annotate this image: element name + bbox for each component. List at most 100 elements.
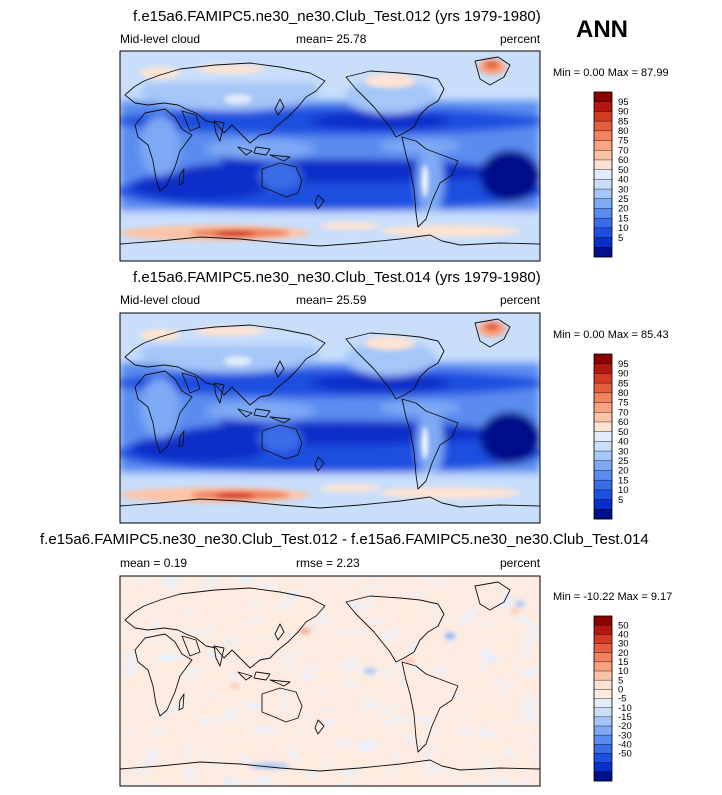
colorbar-box [594,383,612,394]
colorbar-label: 0 [618,685,623,696]
colorbar-label: 85 [618,116,629,127]
colorbar-label: 95 [618,359,629,370]
colorbar-label: 10 [618,223,629,234]
colorbar-box [594,716,612,727]
colorbar-box [594,198,612,209]
colorbar-box [594,218,612,229]
panel1-variable-label: Mid-level cloud [120,32,201,46]
colorbar-box [594,208,612,219]
panel2-map [119,312,541,524]
colorbar-label: 70 [618,145,629,156]
colorbar-box [594,643,612,653]
colorbar-box [594,634,612,644]
colorbar-box [594,130,612,141]
colorbar-box [594,237,612,248]
colorbar-box [594,179,612,190]
colorbar-box [594,159,612,170]
colorbar-box [594,121,612,132]
colorbar-box [594,735,612,745]
colorbar-label: 95 [618,97,629,108]
colorbar-box [594,111,612,122]
colorbar-label: 5 [618,495,623,506]
colorbar-box [594,412,612,423]
colorbar-label: 60 [618,155,629,166]
colorbar-label: 15 [618,657,629,668]
colorbar-label: 25 [618,194,629,205]
colorbar-box [594,451,612,462]
colorbar-box [594,402,612,413]
panel1-mean-label: mean= 25.78 [296,32,367,46]
colorbar-frame [593,91,613,258]
colorbar-box [594,689,612,699]
colorbar-label: -40 [618,740,632,751]
colorbar-box [594,698,612,708]
colorbar-label: -50 [618,749,632,760]
colorbar-box [594,227,612,238]
colorbar-box [594,489,612,500]
colorbar-box [594,680,612,690]
panel2-mean-label: mean= 25.59 [296,293,367,307]
colorbar-box [594,616,612,626]
colorbar-label: 40 [618,175,629,186]
panel2-variable-label: Mid-level cloud [120,293,201,307]
colorbar-label: 90 [618,107,629,118]
colorbar-box [594,441,612,452]
colorbar-label: 90 [618,369,629,380]
colorbar-box [594,771,612,782]
colorbar-label: 80 [618,388,629,399]
season-label: ANN [576,16,628,43]
colorbar-label: 30 [618,639,629,650]
panel3-units-label: percent [500,556,541,570]
colorbar-box [594,480,612,491]
colorbar-box [594,762,612,773]
panel3-title: f.e15a6.FAMIPC5.ne30_ne30.Club_Test.012 … [40,531,649,548]
panel2-units-label: percent [500,293,541,307]
colorbar-label: -20 [618,721,632,732]
panel1-minmax: Min = 0.00 Max = 87.99 [553,67,669,79]
colorbar-box [594,744,612,754]
colorbar-label: 85 [618,378,629,389]
colorbar-box [594,652,612,663]
panel1-title: f.e15a6.FAMIPC5.ne30_ne30.Club_Test.012 … [133,8,541,25]
colorbar-box [594,140,612,151]
colorbar-label: 10 [618,666,629,677]
panel3-minmax: Min = -10.22 Max = 9.17 [553,591,673,603]
colorbar-label: 15 [618,213,629,224]
colorbar-box [594,392,612,403]
colorbar-label: 20 [618,204,629,215]
colorbar-label: 70 [618,407,629,418]
panel3-map [119,575,541,787]
panel1-map [119,50,541,262]
colorbar-label: 20 [618,466,629,477]
colorbar-box [594,707,612,718]
colorbar-label: 5 [618,675,623,686]
colorbar-box [594,92,612,103]
colorbar-box [594,726,612,736]
colorbar-label: 50 [618,165,629,176]
colorbar-label: 80 [618,126,629,137]
panel3-mean-label: mean = 0.19 [120,556,188,570]
colorbar-label: 15 [618,475,629,486]
colorbar-label: -5 [618,694,626,705]
colorbar-label: 60 [618,417,629,428]
colorbar-label: 30 [618,446,629,457]
panel2-minmax: Min = 0.00 Max = 85.43 [553,329,669,341]
colorbar-label: 50 [618,620,629,631]
colorbar-box [594,101,612,112]
colorbar-box [594,421,612,432]
colorbar-box [594,189,612,200]
colorbar-box [594,460,612,471]
colorbar-label: -15 [618,712,632,723]
colorbar-label: 40 [618,630,629,641]
colorbar-box [594,373,612,384]
colorbar-label: 50 [618,427,629,438]
colorbar-label: -10 [618,703,632,714]
colorbar-box [594,509,612,520]
colorbar-box [594,169,612,180]
panel1-units-label: percent [500,32,541,46]
colorbar-box [594,499,612,510]
